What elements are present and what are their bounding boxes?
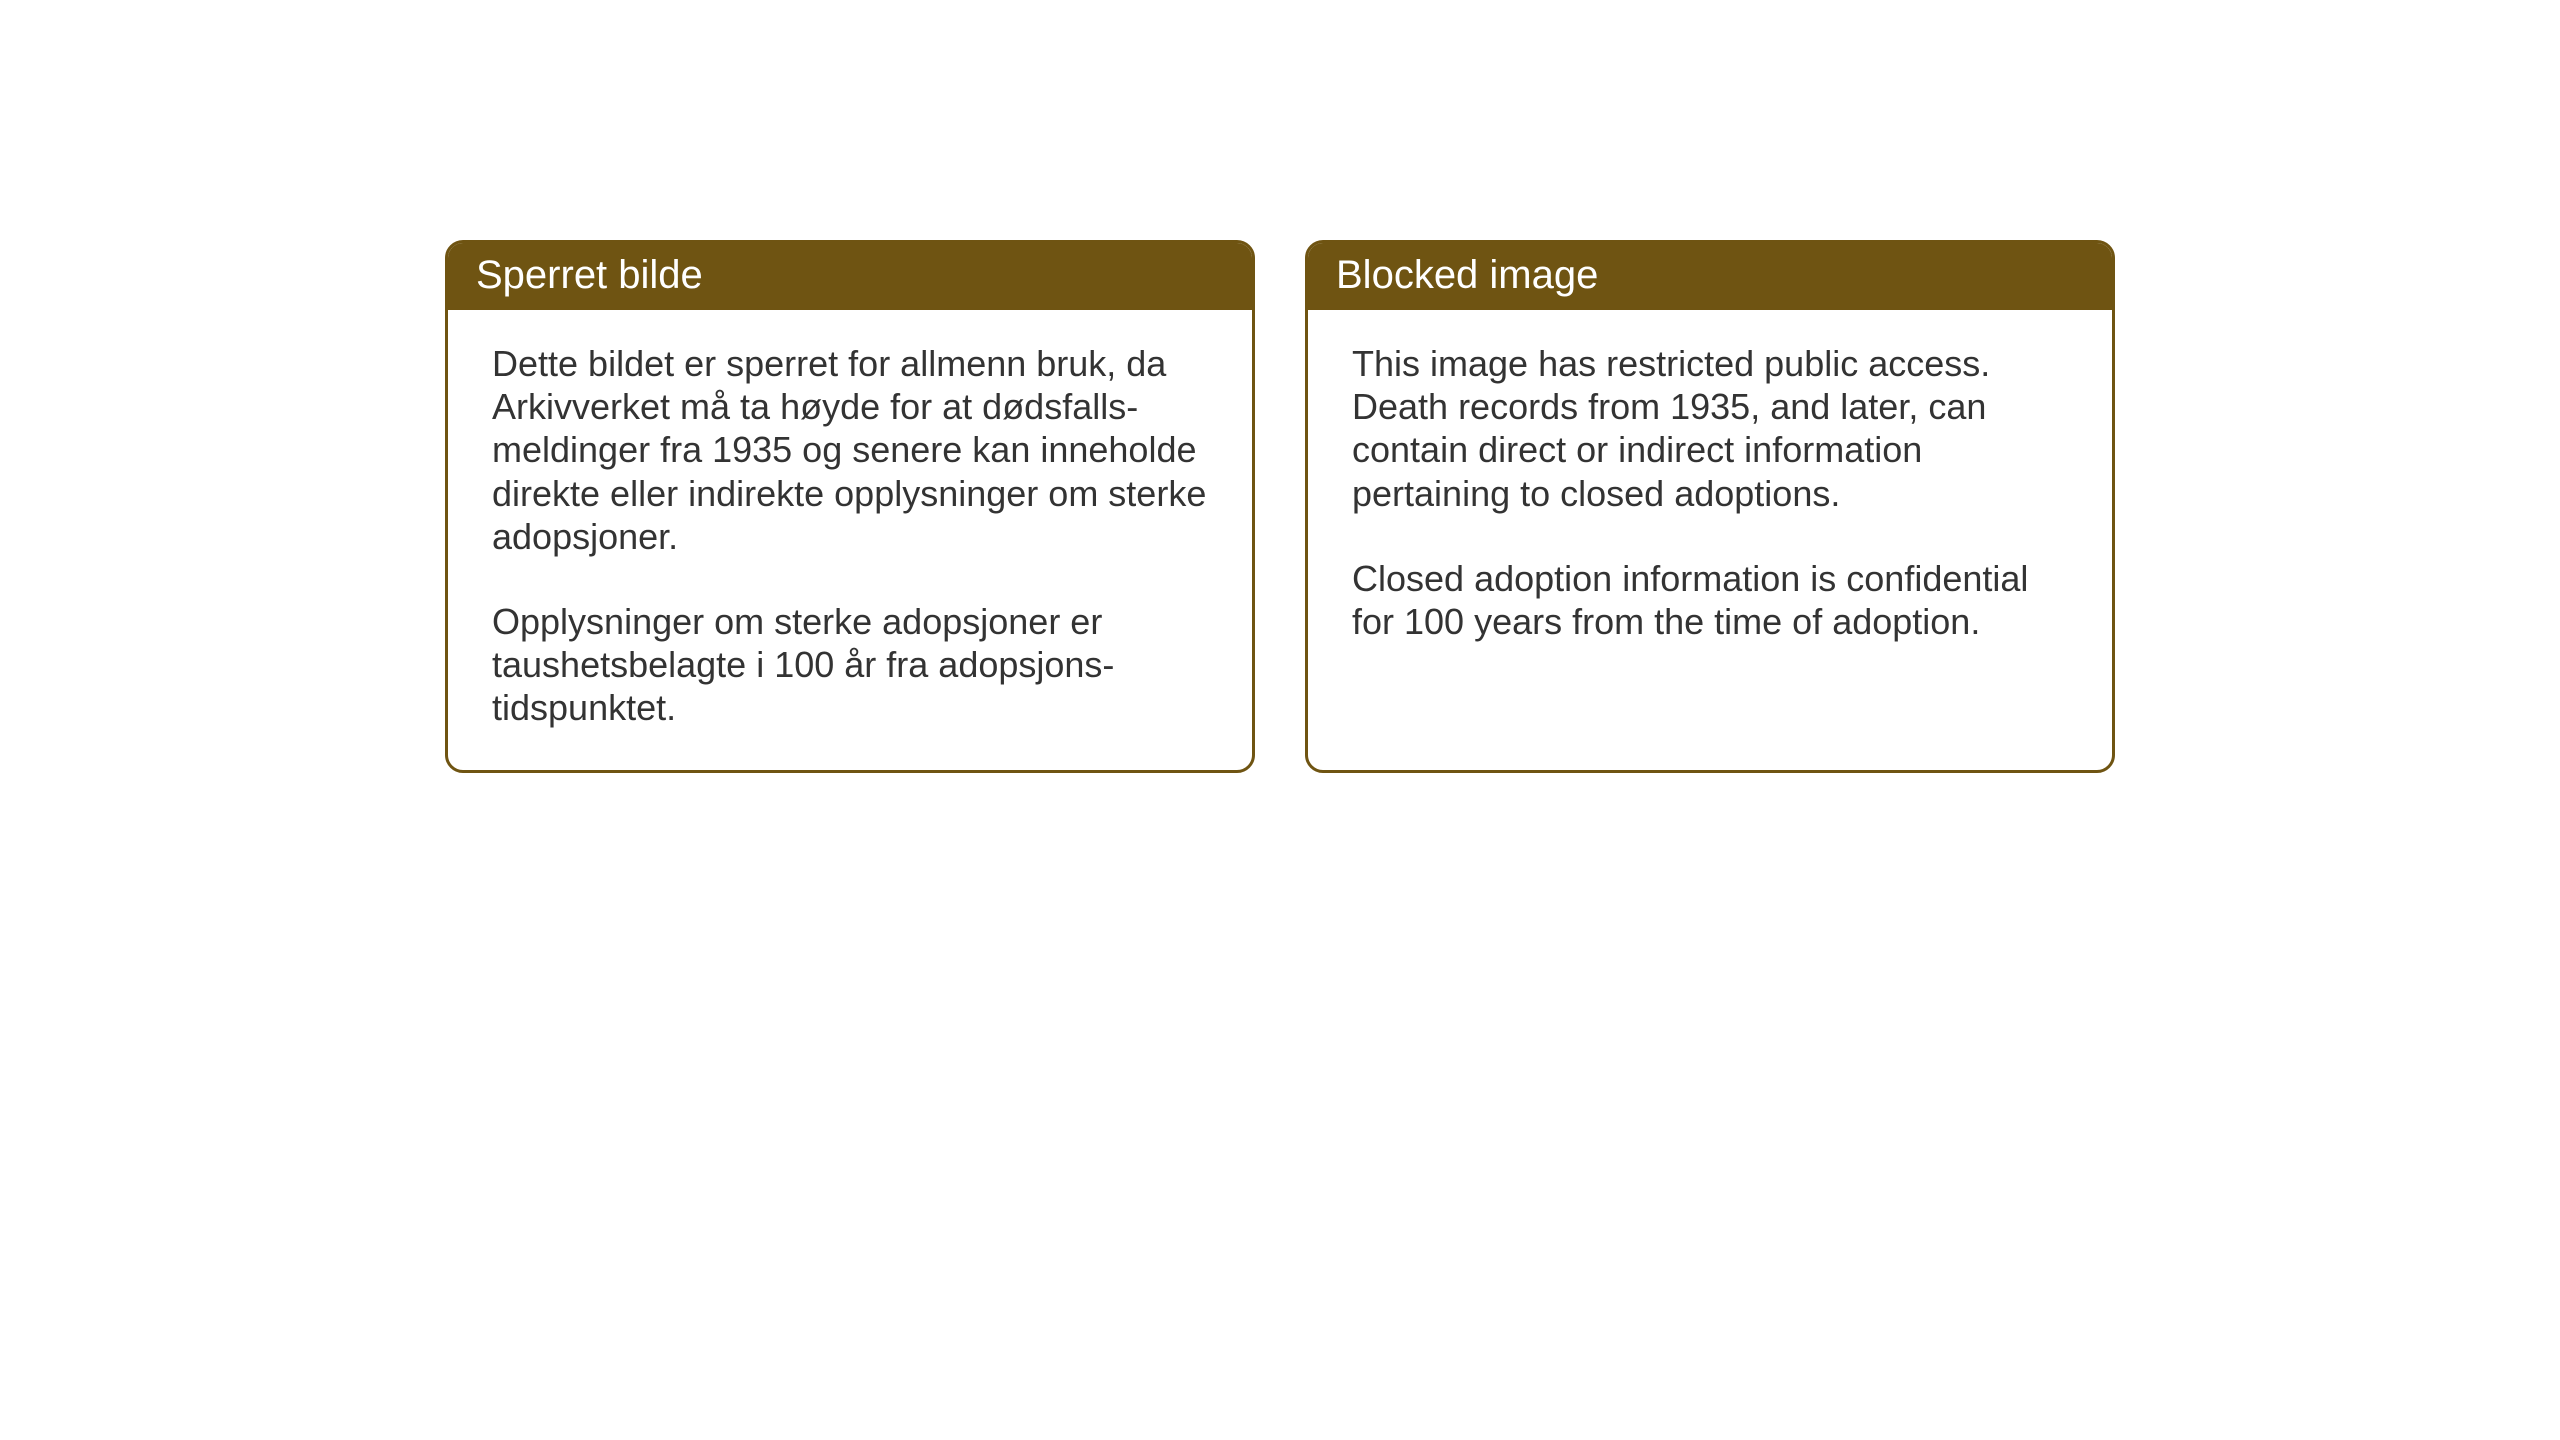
notice-card-english: Blocked image This image has restricted … (1305, 240, 2115, 773)
notice-paragraph: Dette bildet er sperret for allmenn bruk… (492, 342, 1208, 558)
notice-paragraph: Opplysninger om sterke adopsjoner er tau… (492, 600, 1208, 730)
notice-body-english: This image has restricted public access.… (1308, 310, 2112, 730)
notice-paragraph: Closed adoption information is confident… (1352, 557, 2068, 643)
notice-body-norwegian: Dette bildet er sperret for allmenn bruk… (448, 310, 1252, 770)
notice-container: Sperret bilde Dette bildet er sperret fo… (445, 240, 2115, 773)
notice-card-norwegian: Sperret bilde Dette bildet er sperret fo… (445, 240, 1255, 773)
notice-header-norwegian: Sperret bilde (448, 243, 1252, 310)
notice-header-english: Blocked image (1308, 243, 2112, 310)
notice-paragraph: This image has restricted public access.… (1352, 342, 2068, 515)
